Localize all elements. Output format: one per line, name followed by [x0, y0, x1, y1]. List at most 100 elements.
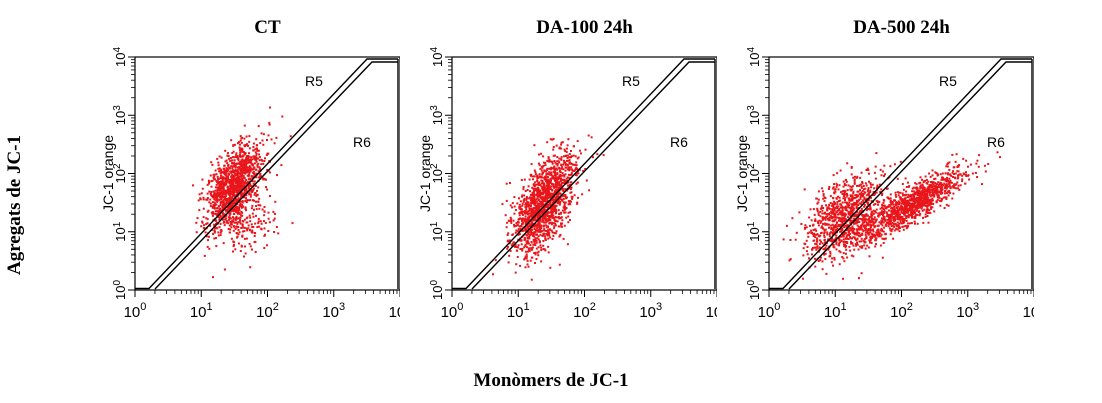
- data-point: [882, 201, 885, 204]
- data-point: [228, 173, 230, 176]
- data-point: [518, 206, 521, 209]
- data-point: [216, 207, 218, 210]
- data-point: [802, 247, 805, 250]
- data-point: [254, 222, 257, 225]
- data-point: [523, 246, 526, 249]
- data-point: [560, 216, 563, 219]
- data-point: [550, 166, 553, 169]
- data-point: [240, 245, 243, 248]
- data-point: [905, 186, 908, 188]
- data-point: [850, 199, 852, 202]
- data-point: [870, 211, 873, 214]
- data-point: [233, 164, 235, 167]
- data-point: [234, 202, 237, 204]
- data-point: [225, 210, 228, 213]
- data-point: [233, 159, 236, 162]
- data-point: [548, 171, 551, 174]
- data-point: [842, 240, 845, 243]
- data-point: [880, 233, 883, 236]
- data-point: [228, 216, 231, 219]
- data-point: [846, 241, 849, 244]
- data-point: [804, 243, 807, 246]
- data-point: [811, 248, 814, 250]
- data-point: [530, 173, 533, 176]
- data-point: [824, 197, 827, 199]
- data-point: [515, 222, 518, 225]
- data-point: [567, 203, 570, 206]
- data-point: [255, 138, 258, 141]
- data-point: [280, 164, 283, 167]
- data-point: [842, 185, 845, 188]
- data-point: [539, 167, 542, 170]
- data-point: [561, 141, 564, 144]
- data-point: [832, 243, 835, 246]
- data-point: [237, 221, 240, 224]
- data-point: [210, 194, 213, 197]
- data-point: [824, 258, 827, 260]
- data-point: [817, 212, 820, 215]
- data-point: [224, 174, 227, 177]
- data-point: [555, 185, 557, 188]
- data-point: [831, 223, 834, 226]
- data-point: [537, 229, 540, 232]
- data-point: [538, 228, 541, 231]
- data-point: [243, 137, 246, 140]
- data-point: [544, 239, 547, 241]
- data-point: [246, 169, 249, 171]
- data-point: [231, 152, 234, 154]
- data-point: [517, 221, 519, 223]
- data-point: [866, 218, 869, 221]
- data-point: [857, 184, 860, 187]
- data-point: [544, 214, 546, 217]
- gate-line-upper: [452, 58, 715, 290]
- data-point: [215, 196, 218, 198]
- data-point: [226, 170, 229, 173]
- data-point: [533, 197, 536, 200]
- data-point: [513, 205, 516, 208]
- data-point: [891, 228, 894, 230]
- data-point: [860, 210, 863, 213]
- data-point: [245, 221, 248, 224]
- data-point: [870, 186, 873, 189]
- data-point: [560, 147, 563, 150]
- data-point: [240, 137, 243, 140]
- data-point: [554, 191, 557, 194]
- data-point: [215, 210, 218, 213]
- data-point: [965, 173, 967, 176]
- data-point: [864, 231, 867, 234]
- data-point: [838, 243, 841, 246]
- data-point: [544, 221, 547, 224]
- data-point: [965, 171, 967, 174]
- data-point: [905, 202, 908, 205]
- data-point: [259, 173, 262, 175]
- data-point: [522, 221, 525, 224]
- data-point: [210, 211, 213, 214]
- data-point: [235, 162, 238, 165]
- data-point: [512, 219, 515, 222]
- data-point: [821, 212, 824, 215]
- data-point: [240, 177, 243, 180]
- data-point: [222, 242, 225, 245]
- data-point: [544, 219, 547, 222]
- data-point: [541, 234, 544, 237]
- data-point: [832, 212, 835, 215]
- data-point: [532, 187, 535, 190]
- data-point: [520, 239, 523, 242]
- data-point: [226, 188, 229, 191]
- data-point: [839, 210, 842, 213]
- data-point: [863, 214, 866, 217]
- data-point: [878, 212, 881, 215]
- data-point: [916, 205, 919, 208]
- data-point: [232, 229, 235, 232]
- data-point: [890, 211, 893, 214]
- data-point: [235, 173, 238, 176]
- data-point: [239, 188, 242, 191]
- data-point: [527, 201, 530, 204]
- data-point: [542, 203, 545, 206]
- data-point: [552, 146, 555, 148]
- data-point: [936, 172, 939, 175]
- data-point: [213, 205, 216, 208]
- data-point: [231, 170, 234, 173]
- data-point: [214, 169, 217, 172]
